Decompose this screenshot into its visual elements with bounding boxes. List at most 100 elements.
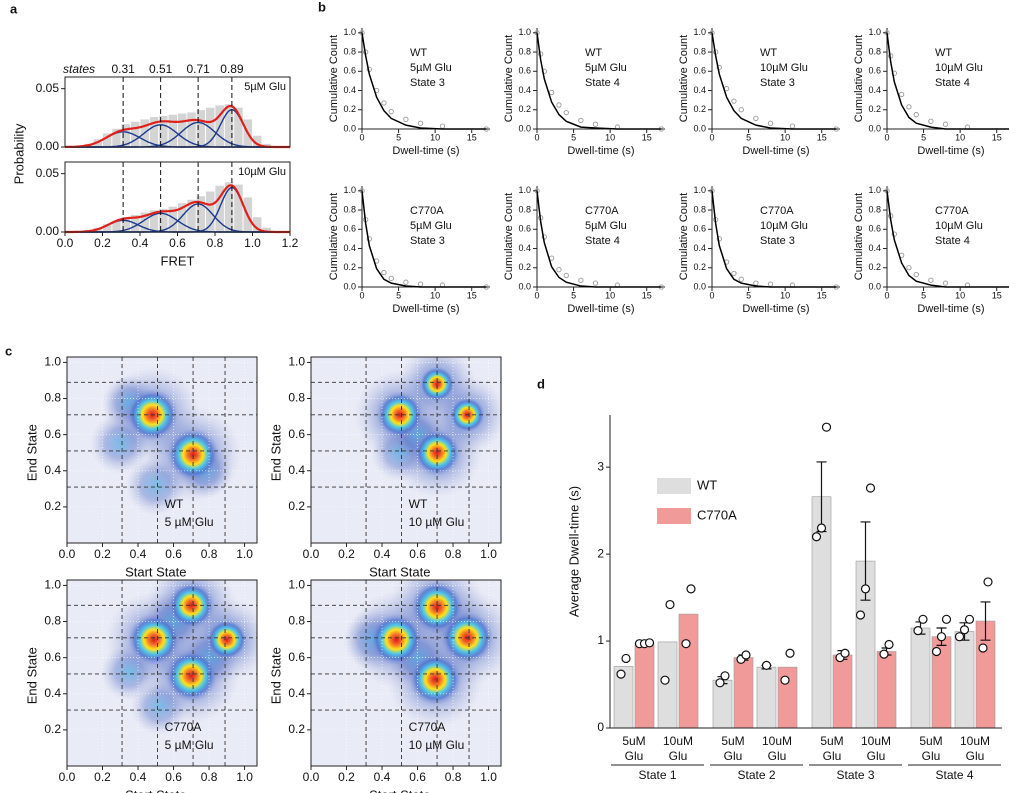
- data-point: [738, 107, 744, 113]
- y-tick-label: 1.0: [288, 355, 305, 369]
- x-axis-title: Dwell-time (s): [392, 303, 459, 315]
- bar: [657, 641, 678, 729]
- data-point: [855, 610, 866, 620]
- y-tick-label: 0.00: [36, 224, 60, 238]
- x-tick-label: 5: [921, 132, 926, 142]
- x-tick-label: 0.0: [57, 236, 74, 250]
- annotation: 5µM Glu: [585, 62, 627, 74]
- x-tick-label: 10: [605, 290, 615, 300]
- data-point: [913, 626, 923, 636]
- x-tick-label: Glu: [625, 749, 644, 763]
- y-tick-label: 0.2: [44, 722, 61, 736]
- data-point: [403, 116, 409, 123]
- x-tick-label: 15: [817, 290, 827, 300]
- x-axis-title: Dwell-time (s): [917, 145, 984, 157]
- y-axis-title: Cumulative Count: [678, 193, 690, 280]
- annotation: 10 µM Glu: [409, 738, 465, 752]
- x-tick-label: 0.6: [165, 547, 182, 561]
- annotation: C770A: [585, 205, 619, 217]
- bar: [756, 666, 777, 729]
- y-tick-label: 0.2: [518, 262, 531, 272]
- y-axis-title: End State: [24, 424, 39, 481]
- fit-line: [886, 32, 1009, 130]
- annotation: State 3: [760, 77, 795, 89]
- y-tick-label: 1.0: [44, 355, 61, 369]
- y-tick-label: 0.8: [288, 614, 305, 628]
- histogram-bar: [177, 112, 188, 148]
- data-point: [621, 653, 631, 664]
- annotation: WT: [409, 497, 428, 511]
- group-label: State 4: [935, 768, 973, 782]
- x-tick-label: 0.0: [59, 547, 76, 561]
- x-tick-label: 10: [955, 132, 965, 142]
- plot-frame: [310, 356, 502, 544]
- data-point: [592, 121, 599, 127]
- annotation: 5 µM Glu: [165, 515, 214, 529]
- x-tick-label: 0: [534, 132, 539, 142]
- data-point: [753, 115, 759, 122]
- y-tick-label: 0.8: [44, 614, 61, 628]
- data-point: [686, 584, 696, 594]
- states-title: states: [63, 62, 95, 76]
- y-tick-label: 1.0: [693, 185, 706, 195]
- y-tick-label: 1.0: [44, 578, 61, 592]
- x-tick-label: 5uM: [622, 734, 645, 748]
- fit-line: [536, 32, 662, 130]
- y-tick-label: 0.8: [518, 204, 531, 214]
- bar: [832, 654, 853, 729]
- y-tick-label: 0.8: [343, 46, 356, 56]
- x-tick-label: 1.0: [480, 770, 497, 784]
- data-point: [936, 632, 947, 642]
- x-tick-label: 15: [467, 290, 477, 300]
- y-tick-label: 0.6: [518, 66, 531, 76]
- data-point: [978, 643, 988, 653]
- y-tick-label: 0.6: [288, 650, 305, 664]
- data-point: [840, 648, 850, 658]
- y-axis-title: Average Dwell-time (s): [566, 486, 581, 617]
- annotation: 5µM Glu: [244, 81, 286, 93]
- plot-frame: [64, 76, 291, 148]
- y-axis-title: Cumulative Count: [678, 35, 690, 122]
- bar: [910, 627, 931, 729]
- x-tick-label: 0.4: [132, 236, 149, 250]
- y-tick-label: 0.0: [518, 281, 531, 291]
- plot-frame: [66, 356, 258, 544]
- x-axis-title: Dwell-time (s): [917, 303, 984, 315]
- fit-line: [711, 32, 837, 130]
- x-tick-label: 0.0: [303, 547, 320, 561]
- annotation: C770A: [760, 205, 794, 217]
- x-axis-title: FRET: [161, 253, 195, 268]
- y-tick-label: 0.8: [868, 46, 881, 56]
- y-tick-label: 0.2: [518, 104, 531, 114]
- annotation: 10µM Glu: [935, 220, 983, 232]
- data-point: [388, 109, 394, 115]
- fit-line: [886, 190, 1009, 288]
- annotation: State 4: [585, 235, 620, 247]
- data-point: [906, 265, 912, 271]
- x-tick-label: 0.2: [94, 236, 111, 250]
- y-tick-label: 1.0: [343, 185, 356, 195]
- density-peak: [409, 653, 462, 706]
- annotation: WT: [760, 47, 777, 59]
- y-tick-label: 2: [597, 546, 604, 560]
- y-tick-label: 0.6: [44, 650, 61, 664]
- y-tick-label: 0.6: [868, 66, 881, 76]
- data-point: [785, 648, 795, 658]
- x-axis-title: Dwell-time (s): [742, 145, 809, 157]
- panel-label: b: [318, 0, 326, 14]
- y-tick-label: 0.4: [868, 85, 881, 95]
- error-bar: [980, 601, 991, 641]
- y-tick-label: 0.6: [44, 427, 61, 441]
- y-tick-label: 0.6: [693, 66, 706, 76]
- y-axis-title: End State: [24, 647, 39, 704]
- y-tick-label: 0.00: [36, 139, 60, 153]
- x-tick-label: 5uM: [919, 734, 942, 748]
- x-tick-label: 1.0: [244, 236, 261, 250]
- x-tick-label: 1.0: [236, 770, 253, 784]
- y-axis-title: Cumulative Count: [503, 193, 515, 280]
- x-tick-label: 0: [884, 132, 889, 142]
- data-point: [879, 649, 889, 659]
- y-tick-label: 0.6: [693, 224, 706, 234]
- legend-label: C770A: [697, 507, 737, 522]
- y-tick-label: 0.4: [693, 85, 706, 95]
